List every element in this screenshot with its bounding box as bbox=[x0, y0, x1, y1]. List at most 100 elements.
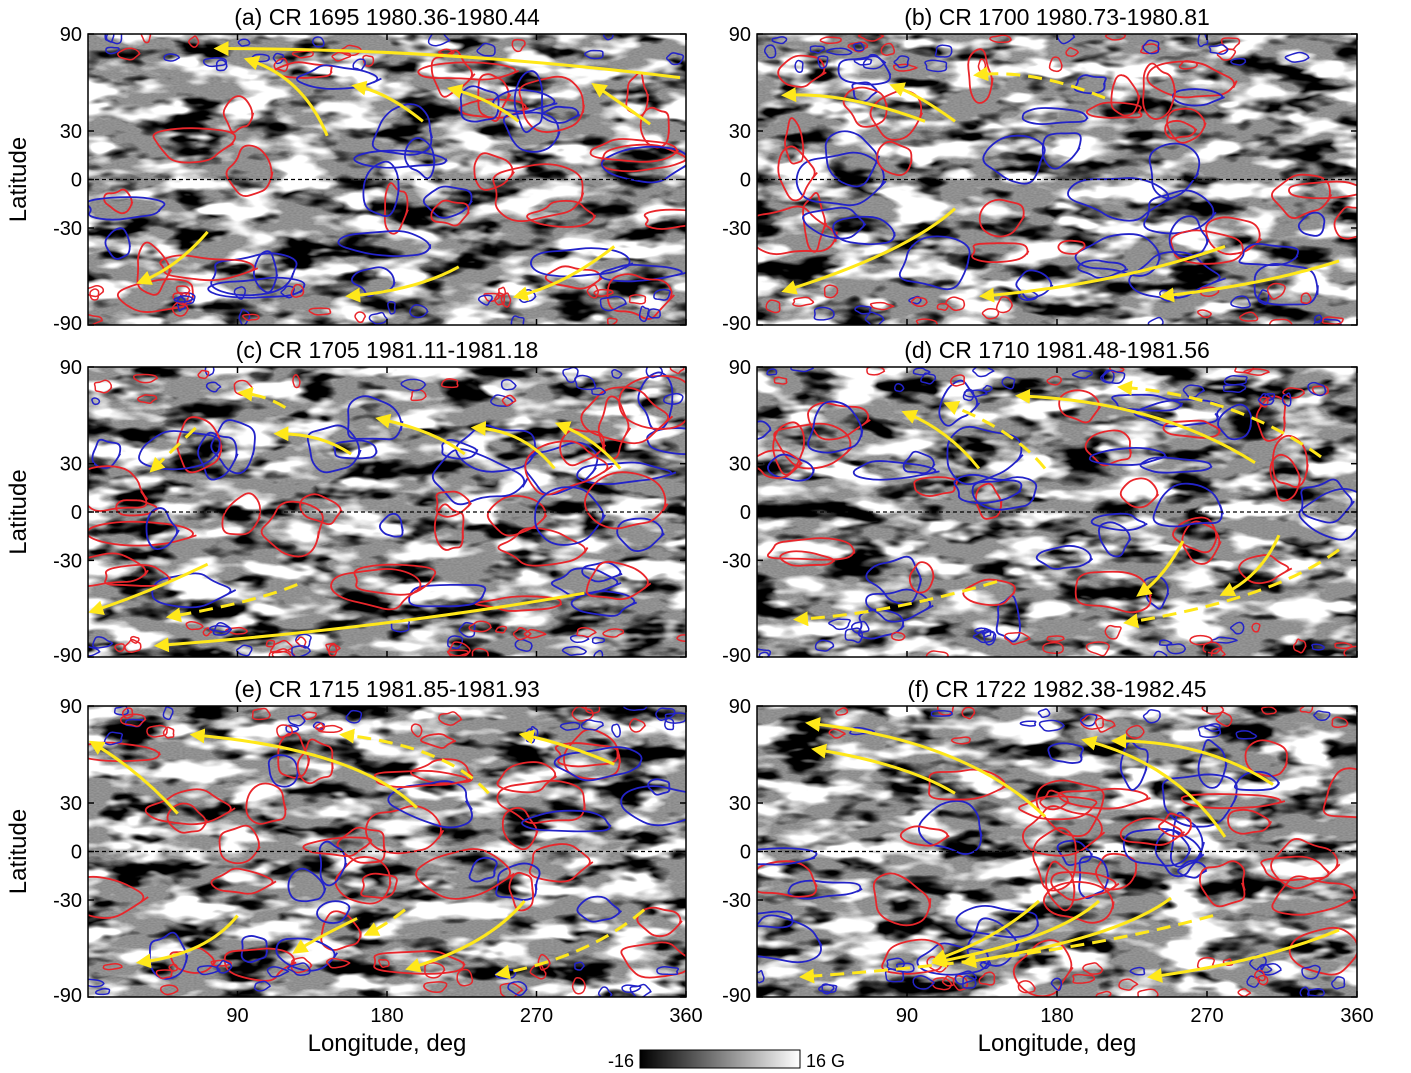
contour-line bbox=[912, 367, 931, 376]
contour-line bbox=[611, 369, 623, 379]
contour-line bbox=[842, 86, 889, 128]
contour-line bbox=[1018, 795, 1098, 821]
contour-line bbox=[981, 628, 992, 638]
contour-line bbox=[1331, 976, 1346, 990]
contour-line bbox=[818, 984, 838, 994]
contour-line bbox=[1015, 269, 1054, 300]
contour-line bbox=[1257, 392, 1275, 406]
contour-line bbox=[853, 58, 873, 66]
contour-line bbox=[410, 758, 474, 785]
contour-line bbox=[837, 55, 892, 86]
y-tick-label: -90 bbox=[53, 645, 82, 667]
contour-line bbox=[104, 564, 171, 587]
y-tick-label: -90 bbox=[722, 985, 751, 1007]
contour-line bbox=[1202, 641, 1223, 655]
contour-line bbox=[1260, 855, 1330, 882]
y-tick-label: 0 bbox=[740, 842, 751, 864]
colorbar-max-label: 16 G bbox=[806, 1051, 845, 1071]
contour-line bbox=[365, 805, 445, 855]
contour-line bbox=[337, 230, 432, 258]
contour-line bbox=[602, 34, 614, 41]
contour-line bbox=[1118, 978, 1139, 991]
contour-line bbox=[576, 461, 677, 486]
migration-arrow bbox=[88, 740, 179, 815]
contour-line bbox=[1215, 711, 1233, 727]
contour-line bbox=[872, 872, 932, 927]
contour-line bbox=[961, 706, 976, 720]
contour-line bbox=[869, 301, 895, 311]
contour-line bbox=[862, 53, 887, 70]
contour-line bbox=[523, 628, 547, 639]
y-tick-label: -90 bbox=[53, 985, 82, 1007]
contour-line bbox=[340, 44, 363, 57]
contour-line bbox=[104, 34, 115, 43]
contour-line bbox=[628, 718, 647, 733]
contour-line bbox=[368, 311, 389, 325]
polarity-contours bbox=[88, 706, 686, 997]
contour-line bbox=[1197, 34, 1209, 48]
contour-line bbox=[151, 572, 237, 609]
contour-line bbox=[826, 47, 853, 56]
contour-line bbox=[571, 706, 595, 722]
contour-line bbox=[130, 635, 140, 644]
contour-line bbox=[353, 149, 448, 169]
contour-line bbox=[166, 802, 208, 834]
contour-line bbox=[1158, 812, 1193, 838]
colorbar-min-label: -16 bbox=[608, 1051, 634, 1071]
x-axis-label: Longitude, deg bbox=[978, 1030, 1137, 1057]
contour-line bbox=[103, 731, 124, 746]
contour-line bbox=[902, 450, 936, 475]
migration-arrow bbox=[931, 899, 1041, 964]
contour-line bbox=[623, 706, 648, 711]
contour-line bbox=[1288, 180, 1357, 200]
contour-line bbox=[1146, 60, 1238, 99]
contour-line bbox=[216, 960, 233, 974]
contour-line bbox=[91, 438, 122, 469]
contour-line bbox=[197, 369, 210, 380]
contour-line bbox=[176, 292, 196, 305]
contour-line bbox=[371, 103, 433, 156]
contour-line bbox=[210, 419, 256, 475]
contour-line bbox=[185, 621, 204, 631]
contour-line bbox=[880, 42, 896, 56]
panel-title: (e) CR 1715 1981.85-1981.93 bbox=[234, 676, 540, 702]
polarity-contours bbox=[757, 34, 1357, 325]
contour-line bbox=[807, 402, 871, 441]
map-panel-a: 90 30 0 -30 -90 (a) CR 1695 1980.36-1980.44 La… bbox=[5, 4, 687, 335]
x-tick-label: 360 bbox=[1340, 1005, 1373, 1027]
contour-line bbox=[387, 780, 473, 829]
contour-line bbox=[559, 721, 581, 731]
contour-line bbox=[978, 198, 1026, 238]
contour-line bbox=[423, 981, 448, 993]
migration-arrow bbox=[1111, 733, 1274, 786]
contour-line bbox=[152, 127, 237, 164]
x-tick-label: 90 bbox=[226, 1005, 248, 1027]
contour-line bbox=[88, 741, 161, 763]
contour-line bbox=[507, 981, 528, 997]
contour-line bbox=[447, 641, 472, 657]
contour-line bbox=[521, 809, 612, 833]
contour-line bbox=[459, 85, 500, 123]
contour-line bbox=[777, 145, 818, 202]
contour-line bbox=[585, 560, 652, 601]
contour-line bbox=[495, 862, 541, 901]
y-tick-label: -30 bbox=[722, 550, 751, 572]
contour-line bbox=[1164, 119, 1198, 140]
contour-line bbox=[1313, 710, 1331, 721]
contour-line bbox=[1125, 724, 1145, 739]
contour-line bbox=[218, 824, 261, 865]
contour-line bbox=[591, 636, 606, 645]
contour-line bbox=[1147, 316, 1164, 325]
contour-line bbox=[1270, 838, 1341, 890]
migration-arrow bbox=[811, 743, 956, 795]
contour-line bbox=[116, 278, 195, 313]
contour-line bbox=[1080, 713, 1105, 730]
contour-line bbox=[124, 638, 142, 653]
contour-line bbox=[1090, 512, 1148, 532]
contour-line bbox=[334, 856, 392, 905]
contour-line bbox=[1057, 787, 1151, 810]
contour-line bbox=[809, 45, 826, 54]
migration-arrow bbox=[805, 717, 1047, 818]
contour-line bbox=[149, 931, 189, 980]
contour-line bbox=[664, 717, 675, 731]
